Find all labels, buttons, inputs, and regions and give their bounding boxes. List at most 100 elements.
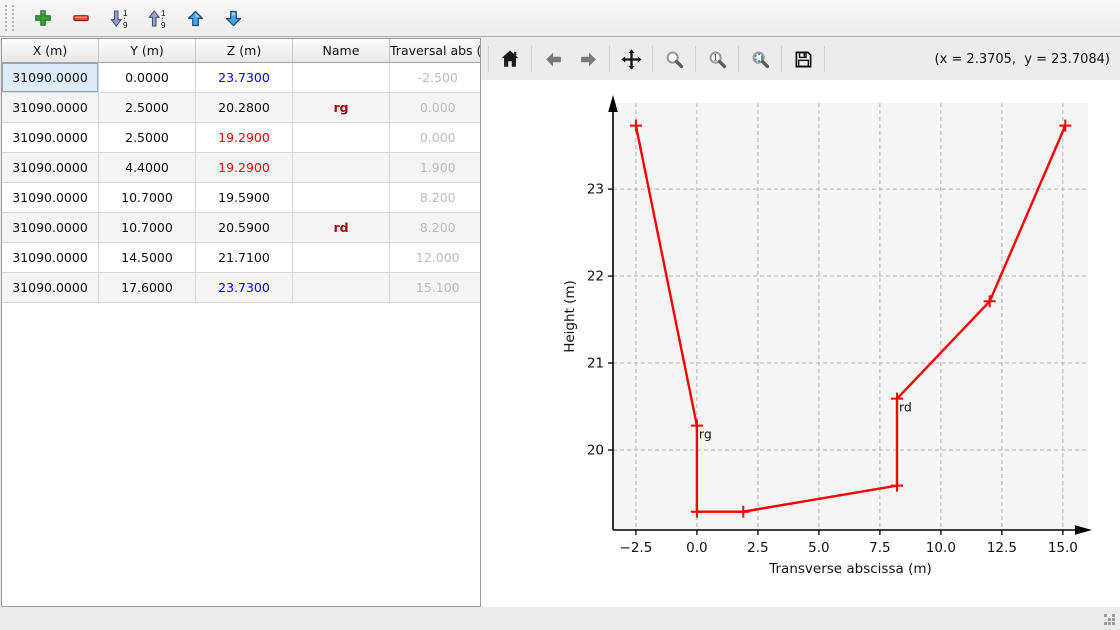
cell-y[interactable]: 4.4000 (98, 152, 196, 183)
cell-x[interactable]: 31090.0000 (2, 62, 99, 93)
svg-text:1: 1 (161, 9, 166, 18)
svg-text:rd: rd (899, 400, 912, 415)
cell-name[interactable] (292, 152, 390, 183)
svg-text:21: 21 (587, 356, 604, 372)
svg-text:9: 9 (123, 20, 128, 28)
cell-z[interactable]: 23.7300 (195, 62, 293, 93)
sort-ascending-1-9-icon: 1 9 (147, 9, 166, 29)
table-row: 31090.0000 2.5000 20.2800 rg 0.000 (2, 92, 480, 123)
cell-traversal-abs[interactable]: 8.200 (389, 182, 480, 213)
cell-x[interactable]: 31090.0000 (2, 182, 99, 213)
toolbar-separator (824, 46, 825, 72)
cell-traversal-abs[interactable]: 0.000 (389, 122, 480, 153)
cell-x[interactable]: 31090.0000 (2, 122, 99, 153)
cell-name[interactable] (292, 122, 390, 153)
forward-arrow-icon (580, 52, 596, 66)
svg-text:2.5: 2.5 (747, 540, 768, 556)
move-up-icon (187, 10, 203, 26)
remove-row-button[interactable] (66, 4, 96, 32)
toolbar-separator (609, 46, 610, 72)
cell-name[interactable] (292, 242, 390, 273)
add-row-button[interactable] (28, 4, 58, 32)
table-row: 31090.0000 17.6000 23.7300 15.100 (2, 272, 480, 303)
cell-name[interactable] (292, 62, 390, 93)
table-row: 31090.0000 10.7000 19.5900 8.200 (2, 182, 480, 213)
plot-panel: 1 (x = 2.3705, y = 23.7084) −2.5 0.0 2.5 5.… (481, 38, 1120, 607)
cell-z[interactable]: 19.5900 (195, 182, 293, 213)
sort-descending-1-9-icon: 1 9 (109, 9, 128, 29)
magnifier-selection-icon (752, 51, 769, 68)
cell-y[interactable]: 14.5000 (98, 242, 196, 273)
svg-text:10.0: 10.0 (926, 540, 956, 556)
pan-button[interactable] (614, 44, 648, 74)
save-button[interactable] (786, 44, 820, 74)
cell-traversal-abs[interactable]: 8.200 (389, 212, 480, 243)
column-header[interactable]: X (m) (2, 39, 99, 63)
cell-x[interactable]: 31090.0000 (2, 272, 99, 303)
cell-x[interactable]: 31090.0000 (2, 152, 99, 183)
move-row-up-button[interactable] (180, 4, 210, 32)
back-button[interactable] (536, 44, 570, 74)
svg-text:15.0: 15.0 (1048, 540, 1078, 556)
cell-name[interactable] (292, 272, 390, 303)
table-row: 31090.0000 0.0000 23.7300 -2.500 (2, 62, 480, 93)
pan-icon (620, 48, 642, 70)
cell-z[interactable]: 21.7100 (195, 242, 293, 273)
toolbar-separator (738, 46, 739, 72)
cross-section-chart[interactable]: −2.5 0.0 2.5 5.0 7.5 10.0 12.5 15.0 20 21 22 23 Tran… (481, 80, 1120, 605)
move-down-icon (225, 10, 241, 26)
plot-toolbar: 1 (x = 2.3705, y = 23.7084) (481, 38, 1120, 80)
cell-y[interactable]: 2.5000 (98, 122, 196, 153)
column-header[interactable]: Name (292, 39, 390, 63)
cell-x[interactable]: 31090.0000 (2, 212, 99, 243)
cell-name[interactable]: rd (292, 212, 390, 243)
cell-z[interactable]: 19.2900 (195, 152, 293, 183)
svg-text:20: 20 (587, 442, 604, 458)
cell-traversal-abs[interactable]: 15.100 (389, 272, 480, 303)
svg-text:7.5: 7.5 (869, 540, 890, 556)
cell-traversal-abs[interactable]: 0.000 (389, 92, 480, 123)
cell-y[interactable]: 2.5000 (98, 92, 196, 123)
cell-y[interactable]: 10.7000 (98, 182, 196, 213)
cell-traversal-abs[interactable]: 1.900 (389, 152, 480, 183)
cell-y[interactable]: 10.7000 (98, 212, 196, 243)
zoom-selection-button[interactable] (743, 44, 777, 74)
sort-ascending-button[interactable]: 1 9 (142, 4, 172, 32)
cell-name[interactable] (292, 182, 390, 213)
svg-text:5.0: 5.0 (808, 540, 829, 556)
status-bar (0, 607, 1120, 630)
svg-text:23: 23 (587, 182, 604, 198)
table-row: 31090.0000 14.5000 21.7100 12.000 (2, 242, 480, 273)
svg-text:9: 9 (161, 20, 166, 28)
cell-name[interactable]: rg (292, 92, 390, 123)
cell-traversal-abs[interactable]: 12.000 (389, 242, 480, 273)
resize-grip[interactable] (1104, 614, 1116, 626)
move-row-down-button[interactable] (218, 4, 248, 32)
magnifier-1-icon: 1 (709, 51, 726, 68)
cell-y[interactable]: 17.6000 (98, 272, 196, 303)
home-button[interactable] (493, 44, 527, 74)
sort-descending-button[interactable]: 1 9 (104, 4, 134, 32)
cell-z[interactable]: 20.2800 (195, 92, 293, 123)
cell-z[interactable]: 23.7300 (195, 272, 293, 303)
zoom-one-button[interactable]: 1 (700, 44, 734, 74)
cell-x[interactable]: 31090.0000 (2, 242, 99, 273)
column-header[interactable]: Y (m) (98, 39, 196, 63)
column-header[interactable]: Traversal abs (m) (389, 39, 480, 63)
remove-icon (73, 15, 89, 22)
toolbar-separator (488, 46, 489, 72)
cell-x[interactable]: 31090.0000 (2, 92, 99, 123)
svg-text:0.0: 0.0 (686, 540, 707, 556)
zoom-rect-button[interactable] (657, 44, 691, 74)
toolbar-grip[interactable] (5, 5, 14, 31)
forward-button[interactable] (571, 44, 605, 74)
cell-z[interactable]: 19.2900 (195, 122, 293, 153)
column-header[interactable]: Z (m) (195, 39, 293, 63)
table-row: 31090.0000 2.5000 19.2900 0.000 (2, 122, 480, 153)
cell-y[interactable]: 0.0000 (98, 62, 196, 93)
table-row: 31090.0000 10.7000 20.5900 rd 8.200 (2, 212, 480, 243)
cell-traversal-abs[interactable]: -2.500 (389, 62, 480, 93)
toolbar-separator (652, 46, 653, 72)
cell-z[interactable]: 20.5900 (195, 212, 293, 243)
